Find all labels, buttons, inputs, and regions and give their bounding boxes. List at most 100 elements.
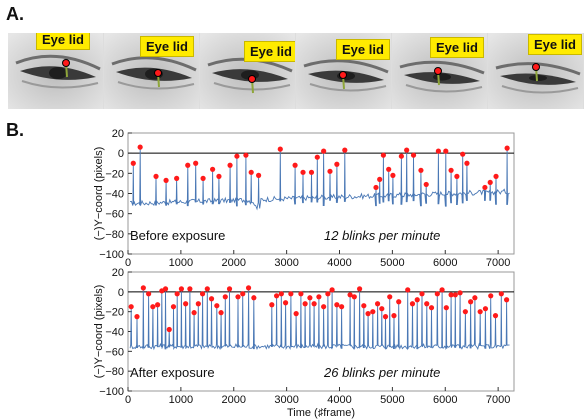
eye-frame: Eye lid [296,33,392,109]
blink-peak-marker [240,291,246,297]
x-tick-label: 0 [125,394,131,406]
blink-peak-marker [216,173,222,179]
blink-peak-marker [191,310,197,316]
y-tick-label: −60 [105,209,124,221]
blink-peak-marker [487,179,493,186]
y-tick-label: −60 [105,346,124,358]
eye-lid-label: Eye lid [430,37,484,58]
blink-peak-marker [390,172,396,178]
blink-peak-marker [321,148,327,154]
blink-peak-marker [452,292,458,298]
blink-peak-marker [153,173,159,179]
blink-peak-marker [503,297,510,303]
blink-peak-marker [327,168,333,174]
blink-peak-marker [472,295,478,301]
x-tick-label: 7000 [486,257,510,269]
blink-peak-marker [414,297,420,303]
blink-peak-marker [314,154,320,160]
blink-peak-marker [130,160,136,166]
blink-peak-marker [398,153,404,159]
x-tick-label: 6000 [433,257,457,269]
blink-peak-marker [208,296,215,302]
blink-peak-marker [370,309,376,315]
blink-peak-marker [234,153,240,159]
blink-peak-marker [504,145,510,151]
blink-peak-marker [493,173,499,179]
blink-peak-marker [307,295,313,301]
eye-frame: Eye lid [488,33,584,109]
blink-peak-marker [357,286,363,292]
blink-peak-marker [200,175,206,181]
eye-frame: Eye lid [104,33,200,109]
blink-peak-marker [377,176,383,182]
blink-peak-marker [292,162,298,168]
blink-peak-marker [277,146,283,152]
blink-peak-marker [185,162,191,168]
blink-peak-marker [273,293,280,299]
blink-peak-marker [373,184,379,191]
blink-peak-marker [155,302,161,308]
blink-peak-marker [162,286,169,292]
blink-peak-marker [439,287,445,293]
blink-peak-marker [492,313,499,319]
blink-peak-marker [419,291,425,297]
blink-peak-marker [300,169,306,175]
blink-peak-marker [226,286,233,292]
panel-b-letter: B. [6,120,24,140]
blink-peak-marker [251,295,257,301]
x-tick-label: 5000 [380,394,404,406]
x-tick-label: 4000 [327,257,351,269]
blink-peak-marker [387,294,393,300]
blink-peak-marker [293,311,299,317]
blink-peak-marker [146,291,152,297]
blink-peak-marker [137,144,143,150]
blink-peak-marker [396,299,402,305]
eye-lid-label: Eye lid [528,34,582,55]
blink-peak-marker [278,291,284,297]
blink-peak-marker [435,148,441,154]
eye-lid-label: Eye lid [36,33,90,50]
blink-peak-marker [424,301,430,307]
y-tick-label: −100 [99,249,124,261]
blink-peak-marker [409,301,416,307]
blink-peak-marker [245,285,252,291]
blink-peak-marker [235,294,241,300]
x-tick-label: 0 [125,257,131,269]
blink-peak-marker [339,304,345,310]
blink-peak-marker [210,166,216,172]
blink-peak-marker [195,301,201,307]
blink-peak-marker [351,294,357,300]
blink-peak-marker [464,160,470,166]
blink-peak-marker [227,162,233,168]
blink-rate-label: 12 blinks per minute [324,228,440,243]
blink-peak-marker [468,299,474,305]
blink-peak-marker [128,304,134,310]
y-tick-label: −20 [105,307,124,319]
blink-peak-marker [288,291,294,297]
y-tick-label: −20 [105,168,124,180]
y-tick-label: 0 [118,148,124,160]
blink-peak-marker [334,161,340,167]
eye-frame: Eye lid [392,33,488,109]
eye-frame: Eye lid [200,33,296,109]
eye-lid-label: Eye lid [336,39,390,60]
x-axis-label: Time (♯frame) [287,407,355,419]
blink-peak-marker [193,160,199,166]
blink-peak-marker [311,301,317,307]
eye-lid-label: Eye lid [140,36,194,57]
blink-peak-marker [334,302,340,308]
blink-peak-marker [222,294,228,300]
y-tick-label: −100 [99,386,124,398]
blink-peak-marker [382,314,389,320]
blink-peak-marker [187,286,193,292]
y-tick-label: −40 [105,189,124,201]
x-tick-label: 3000 [274,394,298,406]
blink-peak-marker [379,306,385,312]
blink-peak-marker [170,304,177,310]
blink-peak-marker [482,184,488,191]
blink-peak-marker [174,175,180,181]
blink-peak-marker [498,291,504,297]
blink-peak-marker [386,166,392,172]
blink-peak-marker [423,181,429,188]
blink-peak-marker [214,303,220,309]
